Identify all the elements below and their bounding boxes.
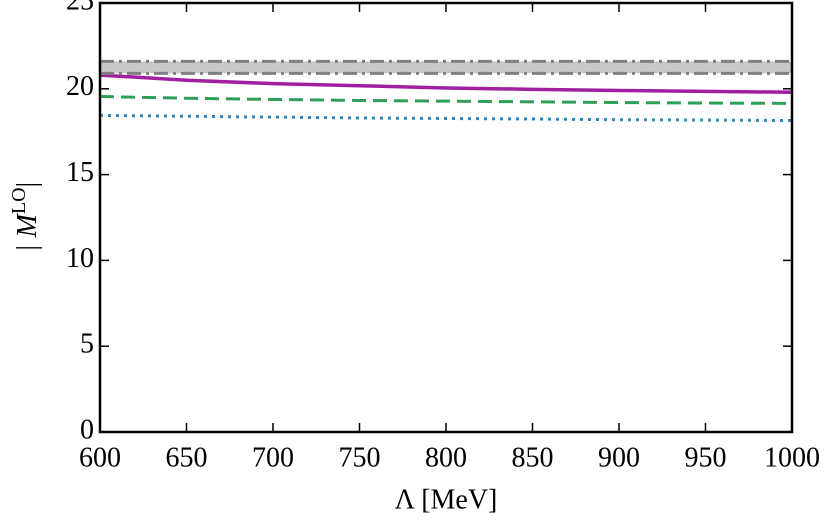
x-tick-label: 1000 (764, 442, 820, 473)
x-tick-label: 750 (339, 442, 381, 473)
series-line (99, 95, 793, 105)
y-tick-label: 20 (66, 71, 94, 102)
x-tick-label: 850 (512, 442, 554, 473)
x-tick-label: 950 (685, 442, 727, 473)
y-tick-label: 0 (80, 414, 94, 445)
y-label-main: | M (12, 212, 43, 252)
y-tick-label: 15 (66, 157, 94, 188)
x-tick-label: 650 (166, 442, 208, 473)
x-axis-label: Λ [MeV] (395, 484, 498, 515)
y-tick-label: 25 (66, 0, 94, 16)
x-tick-label: 900 (598, 442, 640, 473)
x-tick-label: 700 (252, 442, 294, 473)
x-tick-label: 800 (425, 442, 467, 473)
y-tick-label: 5 (80, 329, 94, 360)
x-tick-label: 600 (79, 442, 121, 473)
y-label-end: | (12, 182, 43, 188)
series-line (99, 113, 793, 123)
y-label-sup: LO (8, 187, 30, 214)
series-line (99, 73, 793, 94)
y-tick-label: 10 (66, 243, 94, 274)
band (100, 61, 792, 74)
y-axis-label: | MLO| (8, 182, 44, 252)
